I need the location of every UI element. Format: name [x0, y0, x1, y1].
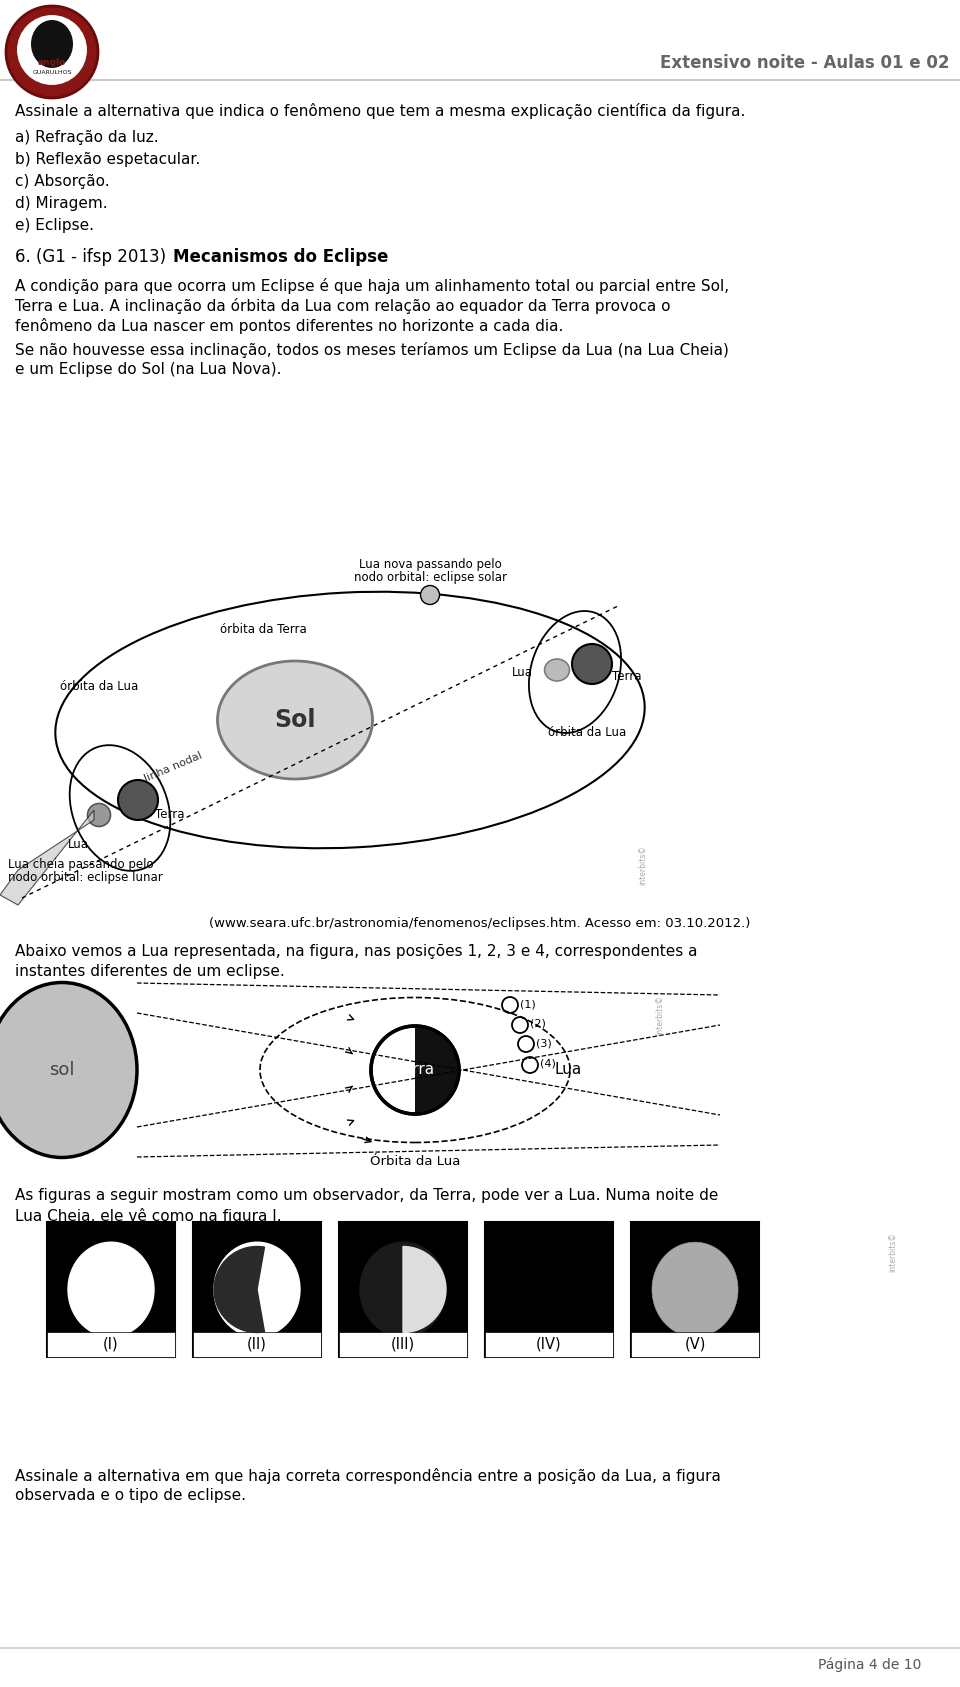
- Bar: [47, 1333, 175, 1356]
- Text: Lua: Lua: [68, 838, 89, 850]
- Ellipse shape: [118, 779, 158, 820]
- Text: sol: sol: [49, 1061, 75, 1080]
- Text: Terra: Terra: [396, 1063, 434, 1078]
- Text: nodo orbital: eclipse lunar: nodo orbital: eclipse lunar: [8, 870, 163, 884]
- Ellipse shape: [68, 1242, 154, 1336]
- Ellipse shape: [218, 661, 372, 779]
- Text: (2): (2): [530, 1019, 546, 1029]
- Text: Mecanismos do Eclipse: Mecanismos do Eclipse: [173, 248, 389, 267]
- Bar: [339, 1221, 467, 1356]
- Text: órbita da Lua: órbita da Lua: [60, 680, 138, 693]
- Ellipse shape: [544, 660, 569, 682]
- Text: a) Refração da luz.: a) Refração da luz.: [15, 130, 158, 145]
- Bar: [485, 1333, 613, 1356]
- Text: Lua cheia passando pelo: Lua cheia passando pelo: [8, 859, 154, 870]
- Text: (II): (II): [247, 1336, 267, 1351]
- Bar: [485, 1221, 613, 1356]
- Text: (IV): (IV): [537, 1336, 562, 1351]
- Text: (1): (1): [520, 999, 536, 1009]
- Text: linha nodal: linha nodal: [143, 751, 204, 783]
- Text: Extensivo noite - Aulas 01 e 02: Extensivo noite - Aulas 01 e 02: [660, 54, 950, 73]
- Wedge shape: [415, 1026, 459, 1113]
- Text: Lua: Lua: [555, 1063, 583, 1078]
- Text: e) Eclipse.: e) Eclipse.: [15, 218, 94, 233]
- Text: (I): (I): [103, 1336, 119, 1351]
- Text: interbits©: interbits©: [638, 845, 647, 886]
- Ellipse shape: [652, 1242, 738, 1336]
- Text: Terra: Terra: [155, 808, 184, 822]
- Ellipse shape: [16, 13, 88, 86]
- Text: Assinale a alternativa que indica o fenômeno que tem a mesma explicação científi: Assinale a alternativa que indica o fenô…: [15, 103, 745, 120]
- Text: Sol: Sol: [275, 709, 316, 732]
- Text: nodo orbital: eclipse solar: nodo orbital: eclipse solar: [353, 570, 507, 584]
- Text: Lua Cheia, ele vê como na figura I.: Lua Cheia, ele vê como na figura I.: [15, 1208, 281, 1225]
- Bar: [193, 1221, 321, 1356]
- Text: observada e o tipo de eclipse.: observada e o tipo de eclipse.: [15, 1488, 246, 1503]
- Ellipse shape: [360, 1242, 446, 1336]
- Text: d) Miragem.: d) Miragem.: [15, 196, 108, 211]
- Ellipse shape: [6, 7, 98, 98]
- Bar: [631, 1333, 759, 1356]
- Text: órbita da Terra: órbita da Terra: [220, 623, 307, 636]
- Bar: [193, 1333, 321, 1356]
- Text: Assinale a alternativa em que haja correta correspondência entre a posição da Lu: Assinale a alternativa em que haja corre…: [15, 1468, 721, 1485]
- Ellipse shape: [420, 585, 440, 604]
- Ellipse shape: [572, 644, 612, 683]
- Text: interbits©: interbits©: [888, 1232, 897, 1272]
- Ellipse shape: [87, 803, 110, 827]
- Bar: [47, 1221, 175, 1356]
- Ellipse shape: [371, 1026, 459, 1113]
- Text: Terra e Lua. A inclinação da órbita da Lua com relação ao equador da Terra provo: Terra e Lua. A inclinação da órbita da L…: [15, 299, 670, 314]
- Text: (V): (V): [684, 1336, 706, 1351]
- Wedge shape: [214, 1247, 264, 1333]
- Bar: [631, 1221, 759, 1356]
- Text: Lua: Lua: [512, 666, 533, 678]
- Text: 6. (G1 - ifsp 2013): 6. (G1 - ifsp 2013): [15, 248, 177, 267]
- Ellipse shape: [214, 1242, 300, 1336]
- Text: Órbita da Lua: Órbita da Lua: [370, 1156, 460, 1167]
- Bar: [339, 1333, 467, 1356]
- Text: Abaixo vemos a Lua representada, na figura, nas posições 1, 2, 3 e 4, correspond: Abaixo vemos a Lua representada, na figu…: [15, 945, 698, 958]
- Text: (www.seara.ufc.br/astronomia/fenomenos/eclipses.htm. Acesso em: 03.10.2012.): (www.seara.ufc.br/astronomia/fenomenos/e…: [209, 918, 751, 930]
- Text: As figuras a seguir mostram como um observador, da Terra, pode ver a Lua. Numa n: As figuras a seguir mostram como um obse…: [15, 1188, 718, 1203]
- Text: (4): (4): [540, 1059, 556, 1070]
- Text: órbita da Lua: órbita da Lua: [548, 725, 626, 739]
- Text: c) Absorção.: c) Absorção.: [15, 174, 109, 189]
- Wedge shape: [403, 1247, 446, 1333]
- Text: GUARULHOS: GUARULHOS: [33, 69, 72, 74]
- Text: fenômeno da Lua nascer em pontos diferentes no horizonte a cada dia.: fenômeno da Lua nascer em pontos diferen…: [15, 319, 564, 334]
- Text: instantes diferentes de um eclipse.: instantes diferentes de um eclipse.: [15, 963, 285, 978]
- Text: Lua nova passando pelo: Lua nova passando pelo: [359, 558, 501, 570]
- Polygon shape: [0, 810, 94, 904]
- Text: anglo: anglo: [37, 57, 66, 66]
- Text: A condição para que ocorra um Eclipse é que haja um alinhamento total ou parcial: A condição para que ocorra um Eclipse é …: [15, 278, 730, 294]
- Text: Terra: Terra: [612, 670, 641, 683]
- Text: (III): (III): [391, 1336, 415, 1351]
- Ellipse shape: [31, 20, 73, 67]
- Text: Se não houvesse essa inclinação, todos os meses teríamos um Eclipse da Lua (na L: Se não houvesse essa inclinação, todos o…: [15, 342, 729, 358]
- Text: interbits©: interbits©: [655, 995, 664, 1034]
- Text: b) Reflexão espetacular.: b) Reflexão espetacular.: [15, 152, 201, 167]
- Text: Página 4 de 10: Página 4 de 10: [818, 1658, 922, 1672]
- Text: (3): (3): [536, 1038, 552, 1048]
- Text: e um Eclipse do Sol (na Lua Nova).: e um Eclipse do Sol (na Lua Nova).: [15, 363, 281, 376]
- Ellipse shape: [0, 982, 137, 1157]
